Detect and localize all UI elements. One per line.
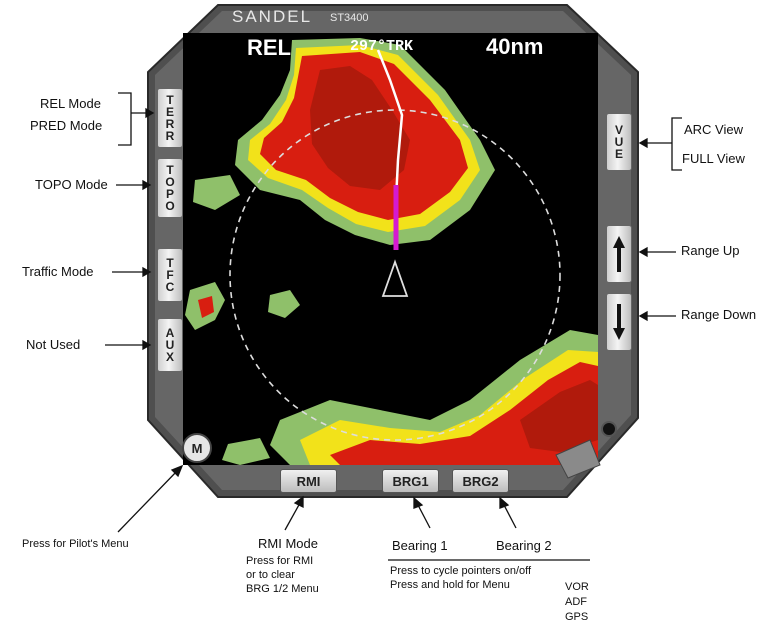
rmi-desc-line: Press for RMI (246, 555, 314, 567)
topo-letter: O (165, 175, 175, 189)
range-up-button[interactable] (606, 225, 632, 283)
down-arrow-icon (613, 304, 625, 340)
terr-letter: R (165, 117, 175, 131)
terrain-map (185, 38, 598, 465)
vue-letter: V (614, 123, 623, 137)
aux-button[interactable]: A U X (157, 318, 183, 372)
vue-letter: U (614, 135, 624, 149)
bearing-desc-line: Press to cycle pointers on/off (390, 565, 532, 577)
brg1-button[interactable]: BRG1 (382, 469, 439, 493)
rel-mode-label: REL Mode (40, 96, 101, 111)
pred-mode-label: PRED Mode (30, 118, 103, 133)
rmi-desc-line: BRG 1/2 Menu (246, 583, 319, 595)
range-down-label: Range Down (681, 307, 757, 322)
terr-letter: R (165, 129, 175, 143)
range-down-button[interactable] (606, 293, 632, 351)
range-up-label: Range Up (681, 243, 740, 258)
annotation-lines (105, 92, 682, 561)
up-arrow-icon (613, 236, 625, 272)
source-gps: GPS (565, 611, 589, 623)
topo-letter: T (166, 163, 174, 177)
aux-letter: A (165, 326, 175, 340)
topo-mode-label: TOPO Mode (35, 177, 108, 192)
terr-letter: E (165, 105, 174, 119)
model-number: ST3400 (330, 12, 369, 24)
rmi-mode-label: RMI Mode (258, 536, 318, 551)
topo-letter: O (165, 199, 175, 213)
source-adf: ADF (565, 596, 587, 608)
tfc-letter: F (166, 268, 174, 282)
arc-view-label: ARC View (684, 122, 744, 137)
tfc-letter: C (165, 280, 175, 294)
range-ring (229, 109, 561, 441)
tfc-button[interactable]: T F C (157, 248, 183, 302)
aircraft-symbol (381, 259, 409, 297)
bearing1-label: Bearing 1 (392, 538, 448, 553)
rmi-desc-line: or to clear (246, 569, 295, 581)
topo-button[interactable]: T O P O (157, 158, 183, 218)
range-readout: 40nm (486, 34, 544, 59)
rmi-button[interactable]: RMI (280, 469, 337, 493)
full-view-label: FULL View (682, 151, 745, 166)
track-readout: 297°TRK (350, 38, 414, 55)
aux-letter: X (165, 350, 174, 364)
brand-name: SANDEL (232, 7, 313, 26)
topo-letter: P (165, 187, 174, 201)
traffic-mode-label: Traffic Mode (22, 264, 94, 279)
pilots-menu-label: Press for Pilot's Menu (22, 538, 129, 550)
vue-letter: E (614, 147, 623, 161)
bearing-desc-line: Press and hold for Menu (390, 579, 510, 591)
bearing2-label: Bearing 2 (496, 538, 552, 553)
track-line (376, 49, 404, 201)
light-sensor (601, 421, 617, 437)
tfc-letter: T (166, 256, 174, 270)
terr-button[interactable]: T E R R (157, 88, 183, 148)
source-vor: VOR (565, 581, 589, 593)
display-mode: REL (247, 35, 291, 60)
vue-button[interactable]: V U E (606, 113, 632, 171)
brg2-button[interactable]: BRG2 (452, 469, 509, 493)
aux-letter: U (165, 338, 175, 352)
not-used-label: Not Used (26, 337, 81, 352)
terr-letter: T (166, 93, 174, 107)
menu-button[interactable]: M (182, 433, 212, 463)
